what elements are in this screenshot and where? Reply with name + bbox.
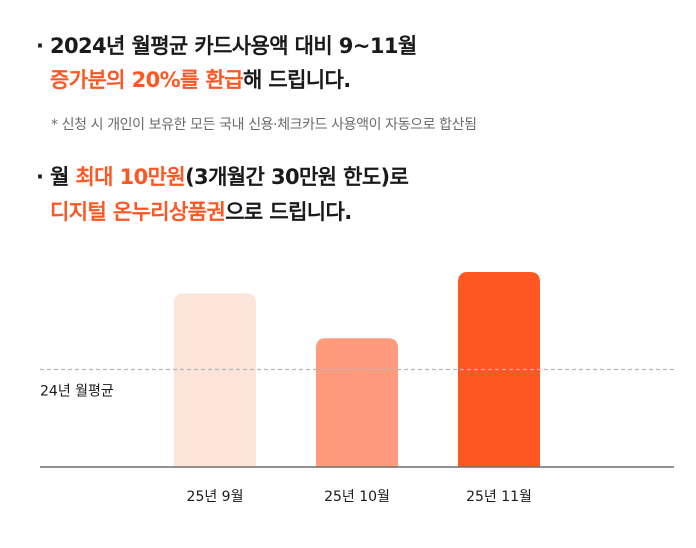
max-amount-highlight: 최대 10만원 (75, 165, 186, 189)
benefit-line-4: 디지털 온누리상품권으로 드립니다. (36, 196, 352, 226)
benefit-1-title: 2024년 월평균 카드사용액 대비 9~11월 (50, 34, 417, 58)
bar-2 (316, 338, 398, 467)
benefit-line-2: 증가분의 20%를 환급해 드립니다. (36, 64, 351, 94)
benefit-2-rest: 으로 드립니다. (225, 200, 352, 224)
x-tick-label: 25년 11월 (466, 489, 532, 505)
bullet-dot: · (36, 165, 44, 189)
benefit-2-prefix: 월 (50, 165, 76, 189)
bullet-dot: · (36, 34, 44, 58)
voucher-highlight: 디지털 온누리상품권 (50, 200, 226, 224)
bar-1 (174, 293, 256, 467)
benefit-line-3: · 월 최대 10만원(3개월간 30만원 한도)로 (36, 161, 409, 191)
benefit-1-rest: 해 드립니다. (242, 68, 351, 92)
benefit-2-limit: (3개월간 30만원 한도)로 (185, 165, 409, 189)
x-tick-label: 25년 9월 (187, 489, 244, 505)
x-tick-label: 25년 10월 (324, 489, 390, 505)
footnote: * 신청 시 개인이 보유한 모든 국내 신용·체크카드 사용액이 자동으로 합… (51, 117, 477, 133)
benefit-line-1: · 2024년 월평균 카드사용액 대비 9~11월 (36, 30, 417, 60)
average-label: 24년 월평균 (40, 384, 114, 400)
refund-highlight: 증가분의 20%를 환급 (50, 68, 244, 92)
